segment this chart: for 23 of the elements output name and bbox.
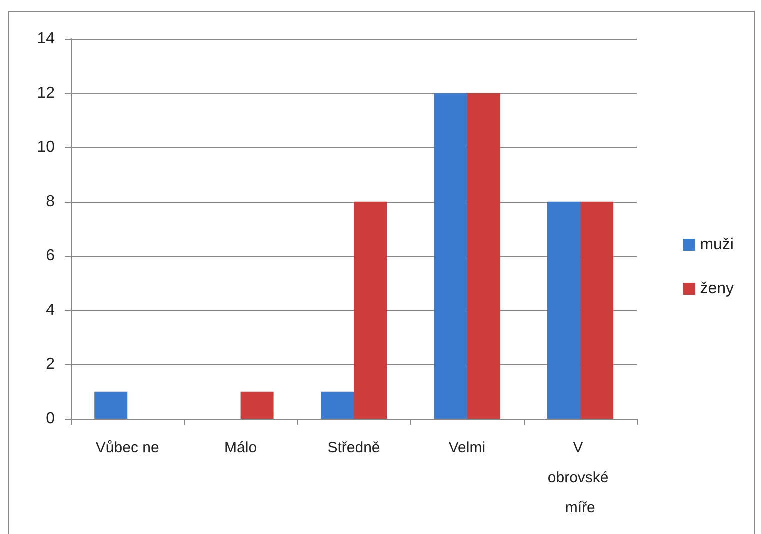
y-tick-label: 14: [37, 30, 56, 48]
y-tick-label: 4: [46, 302, 56, 319]
bar: [240, 392, 274, 419]
y-tick-label: 10: [37, 139, 56, 156]
bar: [434, 93, 468, 419]
legend-label: ženy: [700, 280, 734, 298]
bar: [547, 202, 580, 419]
bar: [580, 202, 614, 419]
y-tick-label: 8: [46, 193, 56, 210]
x-tick-label: Vůbec ne: [96, 440, 160, 456]
bar: [467, 93, 500, 419]
x-tick-label: Velmi: [448, 440, 486, 456]
y-tick-label: 12: [37, 84, 56, 102]
bar: [94, 392, 128, 419]
bar: [321, 392, 354, 419]
y-tick-label: 6: [46, 248, 56, 265]
x-tick-label: Málo: [224, 440, 258, 456]
legend-label: muži: [700, 236, 734, 254]
bar: [354, 202, 387, 419]
x-tick-label: V obrovské míře: [548, 440, 613, 516]
x-tick-label: Středně: [328, 440, 380, 456]
y-tick-label: 2: [46, 356, 56, 374]
y-tick-label: 0: [46, 410, 56, 428]
